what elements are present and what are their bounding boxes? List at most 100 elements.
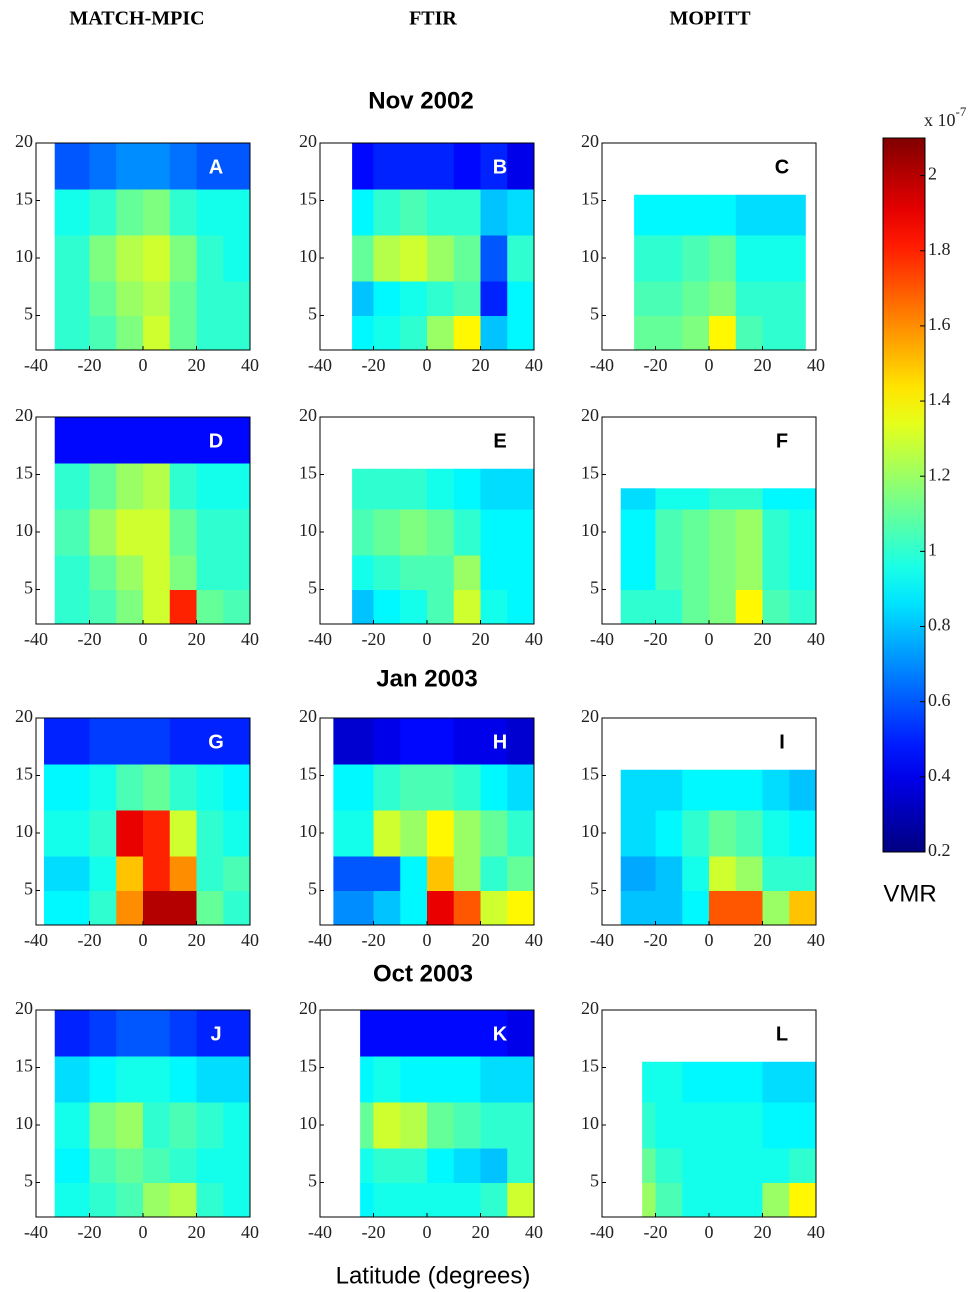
x-tick-label: 40 — [525, 629, 543, 649]
heatmap-cell — [507, 890, 535, 926]
heatmap-cell — [143, 417, 171, 464]
heatmap-cell — [735, 509, 763, 556]
y-tick-label: 10 — [299, 1113, 317, 1133]
heatmap-cell — [196, 718, 224, 765]
x-tick-label: -20 — [78, 1222, 102, 1242]
heatmap-cell — [169, 417, 197, 464]
panel-label: J — [210, 1023, 221, 1045]
heatmap-cell — [682, 194, 710, 236]
heatmap-cell — [116, 1056, 144, 1103]
heatmap-cell — [89, 555, 117, 590]
colorbar-tick-label: 0.6 — [928, 690, 951, 710]
heatmap-cell — [196, 1010, 224, 1057]
heatmap-cell — [116, 718, 144, 765]
heatmap-cell — [480, 589, 508, 625]
x-tick-label: 0 — [705, 629, 714, 649]
x-tick-label: 20 — [754, 1222, 772, 1242]
heatmap-cell — [223, 810, 251, 857]
heatmap-cell — [480, 143, 508, 190]
heatmap-cell — [655, 555, 683, 590]
heatmap-cell — [89, 810, 117, 857]
heatmap-cell — [620, 810, 656, 857]
colorbar-tick-label: 1.2 — [928, 464, 951, 484]
x-tick-label: 40 — [807, 629, 825, 649]
heatmap-cell — [762, 1148, 790, 1183]
heatmap-cell — [223, 189, 251, 236]
heatmap-cell — [620, 856, 656, 891]
heatmap-cell — [223, 1010, 251, 1057]
x-tick-label: -20 — [78, 355, 102, 375]
heatmap-cell — [400, 764, 428, 811]
heatmap-cell — [507, 509, 535, 556]
heatmap-cell — [89, 1102, 117, 1149]
colorbar-tick-label: 0.2 — [928, 840, 951, 860]
heatmap-cell — [642, 1061, 656, 1103]
heatmap-cell — [196, 463, 224, 510]
heatmap-cell — [54, 315, 90, 351]
x-tick-label: 40 — [525, 355, 543, 375]
heatmap-cell — [169, 810, 197, 857]
y-tick-label: 20 — [581, 405, 599, 425]
heatmap-cell — [143, 463, 171, 510]
heatmap-cell — [762, 810, 790, 857]
heatmap-cell — [89, 1056, 117, 1103]
y-tick-label: 20 — [581, 706, 599, 726]
heatmap-cell — [709, 1061, 737, 1103]
heatmap-cell — [116, 143, 144, 190]
heatmap-cell — [655, 589, 683, 625]
x-tick-label: -20 — [644, 930, 668, 950]
heatmap-cell — [735, 281, 763, 316]
heatmap-cell — [453, 555, 481, 590]
heatmap-cell — [196, 1102, 224, 1149]
heatmap-cell — [223, 235, 251, 282]
x-tick-label: 20 — [472, 355, 490, 375]
heatmap-cell — [400, 718, 428, 765]
row-title: Nov 2002 — [368, 87, 473, 114]
heatmap-cell — [223, 143, 251, 190]
heatmap-cell — [223, 281, 251, 316]
y-tick-label: 10 — [581, 1113, 599, 1133]
heatmap-cell — [373, 1010, 401, 1057]
heatmap-cell — [453, 189, 481, 236]
heatmap-cell — [223, 718, 251, 765]
x-tick-label: 0 — [423, 930, 432, 950]
x-tick-label: -40 — [308, 930, 332, 950]
heatmap-cell — [54, 509, 90, 556]
heatmap-cell — [352, 189, 374, 236]
x-tick-label: -40 — [590, 1222, 614, 1242]
y-tick-label: 20 — [15, 131, 33, 151]
heatmap-cell — [400, 1182, 428, 1218]
heatmap-cell — [169, 189, 197, 236]
heatmap-cell — [735, 194, 763, 236]
column-title: MOPITT — [669, 8, 751, 30]
x-tick-label: 20 — [188, 355, 206, 375]
heatmap-cell — [655, 1102, 683, 1149]
heatmap-cell — [89, 143, 117, 190]
panel-label: D — [209, 430, 223, 452]
heatmap-cell — [54, 1102, 90, 1149]
heatmap-cell — [709, 856, 737, 891]
heatmap-cell — [427, 1102, 455, 1149]
heatmap-cell — [480, 1102, 508, 1149]
heatmap-cell — [223, 555, 251, 590]
heatmap-cell — [143, 1102, 171, 1149]
column-title: MATCH-MPIC — [69, 8, 204, 30]
heatmap-cell — [400, 468, 428, 510]
heatmap-cell — [360, 1102, 374, 1149]
heatmap-cell — [373, 589, 401, 625]
heatmap-cell — [143, 509, 171, 556]
heatmap-cell — [735, 488, 763, 510]
colorbar-tick-label: 2 — [928, 164, 937, 184]
heatmap-cell — [400, 1010, 428, 1057]
heatmap-cell — [373, 235, 401, 282]
x-tick-label: 40 — [241, 1222, 259, 1242]
heatmap-cell — [682, 509, 710, 556]
heatmap-cell — [400, 235, 428, 282]
heatmap-cell — [709, 235, 737, 282]
heatmap-cell — [373, 468, 401, 510]
heatmap-cell — [480, 856, 508, 891]
heatmap-cell — [143, 764, 171, 811]
x-tick-label: 20 — [472, 930, 490, 950]
heatmap-cell — [89, 764, 117, 811]
x-tick-label: 40 — [807, 930, 825, 950]
